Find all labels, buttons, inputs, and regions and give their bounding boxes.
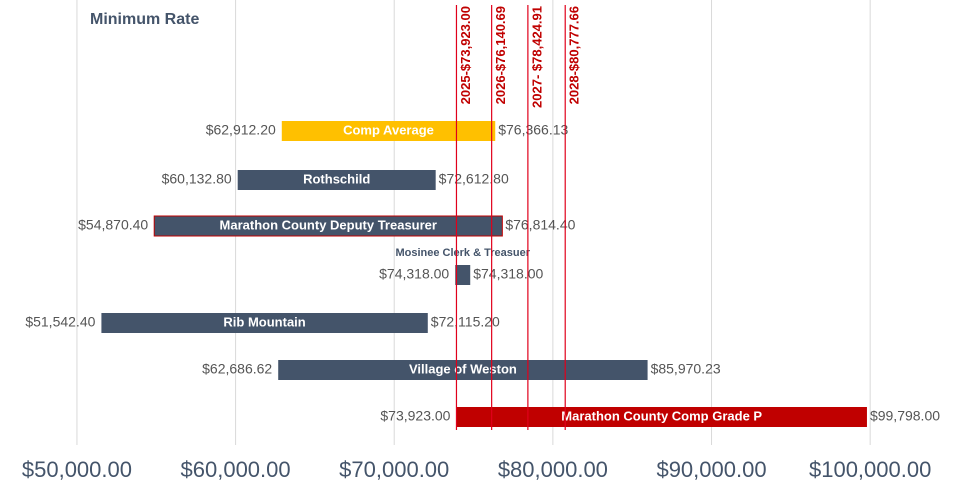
category-label: Comp Average bbox=[343, 122, 434, 137]
reference-label: 2025-$73,923.00 bbox=[458, 6, 473, 104]
low-label: $74,318.00 bbox=[379, 266, 449, 282]
category-label: Rothschild bbox=[303, 171, 370, 186]
reference-label: 2027- $78,424.91 bbox=[529, 6, 544, 108]
high-label: $76,814.40 bbox=[505, 217, 575, 233]
low-label: $62,686.62 bbox=[202, 361, 272, 377]
x-tick-label: $100,000.00 bbox=[809, 457, 931, 482]
high-label: $85,970.23 bbox=[651, 361, 721, 377]
x-tick-label: $50,000.00 bbox=[22, 457, 132, 482]
high-label: $72,612.80 bbox=[439, 171, 509, 187]
category-label: Marathon County Deputy Treasurer bbox=[220, 217, 437, 232]
category-label: Rib Mountain bbox=[223, 314, 305, 329]
low-label: $73,923.00 bbox=[380, 408, 450, 424]
low-label: $62,912.20 bbox=[206, 122, 276, 138]
category-label: Mosinee Clerk & Treasuer bbox=[395, 247, 530, 259]
reference-label: 2028-$80,777.66 bbox=[567, 6, 582, 104]
category-label: Village of Weston bbox=[409, 361, 517, 376]
bar bbox=[101, 313, 428, 333]
high-label: $72,115.20 bbox=[431, 314, 500, 330]
high-label: $99,798.00 bbox=[870, 408, 940, 424]
category-label: Marathon County Comp Grade P bbox=[561, 408, 762, 423]
bar bbox=[456, 407, 867, 427]
x-tick-label: $90,000.00 bbox=[656, 457, 766, 482]
high-label: $74,318.00 bbox=[473, 266, 543, 282]
low-label: $51,542.40 bbox=[25, 314, 95, 330]
chart-title: Minimum Rate bbox=[90, 11, 199, 28]
low-label: $54,870.40 bbox=[78, 217, 148, 233]
x-tick-label: $60,000.00 bbox=[181, 457, 291, 482]
x-tick-label: $70,000.00 bbox=[339, 457, 449, 482]
high-label: $76,366.13 bbox=[498, 122, 568, 138]
x-tick-label: $80,000.00 bbox=[498, 457, 608, 482]
bar bbox=[455, 265, 471, 285]
reference-label: 2026-$76,140.69 bbox=[493, 6, 508, 104]
bar bbox=[153, 215, 503, 237]
low-label: $60,132.80 bbox=[162, 171, 232, 187]
bar bbox=[237, 170, 436, 190]
bar bbox=[281, 121, 496, 141]
bar bbox=[278, 360, 648, 380]
